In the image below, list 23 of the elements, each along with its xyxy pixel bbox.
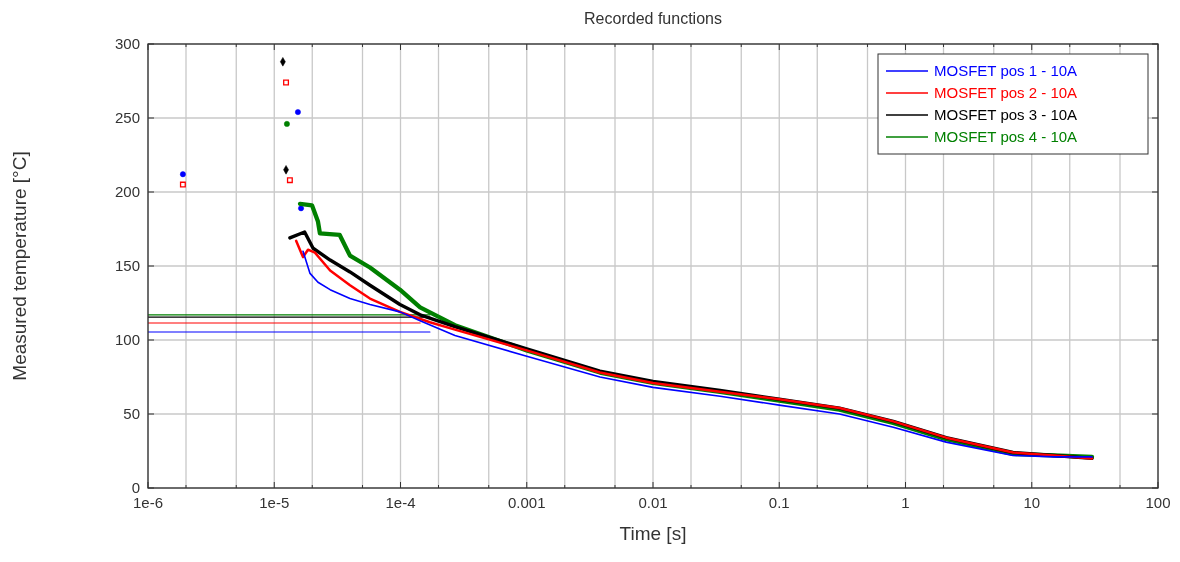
x-tick-label: 10 <box>1023 494 1041 511</box>
y-tick-label: 200 <box>114 183 140 200</box>
y-tick-label: 250 <box>114 109 140 126</box>
x-tick-label: 1 <box>901 494 910 511</box>
x-tick-label: 1e-6 <box>132 494 164 511</box>
legend-label: MOSFET pos 2 - 10A <box>934 84 1078 101</box>
y-tick-label: 0 <box>131 479 140 496</box>
legend-label: MOSFET pos 3 - 10A <box>934 106 1078 123</box>
y-tick-label: 300 <box>114 35 140 52</box>
x-tick-label: 0.1 <box>768 494 790 511</box>
y-tick-label: 150 <box>114 257 140 274</box>
x-tick-label: 100 <box>1145 494 1171 511</box>
legend-label: MOSFET pos 4 - 10A <box>934 128 1078 145</box>
x-tick-label: 0.001 <box>507 494 546 511</box>
legend-label: MOSFET pos 1 - 10A <box>934 62 1078 79</box>
y-tick-label: 100 <box>114 331 140 348</box>
x-tick-label: 1e-4 <box>385 494 416 511</box>
y-tick-label: 50 <box>123 405 140 422</box>
y-axis-title: Measured temperature [°C] <box>9 151 30 381</box>
x-axis-title: Time [s] <box>619 523 687 544</box>
chart-title: Recorded functions <box>584 10 722 27</box>
x-tick-label: 1e-5 <box>259 494 290 511</box>
x-tick-label: 0.01 <box>638 494 668 511</box>
